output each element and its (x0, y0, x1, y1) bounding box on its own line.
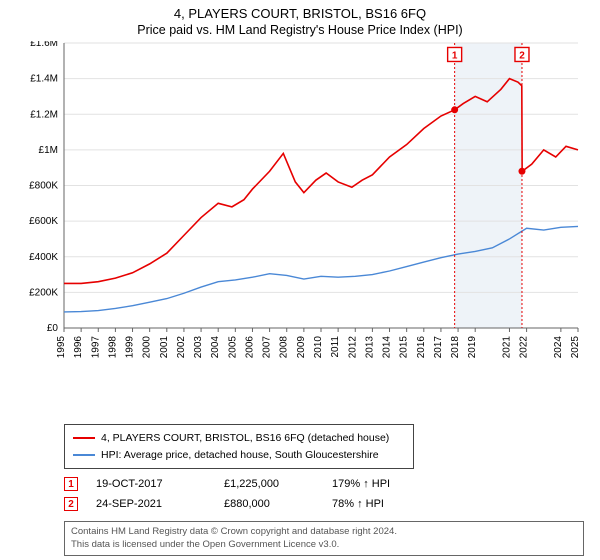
svg-text:£200K: £200K (29, 287, 58, 298)
sale-price: £880,000 (224, 498, 314, 510)
svg-text:2025: 2025 (570, 336, 581, 359)
svg-text:2014: 2014 (382, 336, 393, 359)
svg-text:2013: 2013 (364, 336, 375, 359)
legend-label: HPI: Average price, detached house, Sout… (101, 447, 379, 464)
svg-text:2018: 2018 (450, 336, 461, 359)
svg-text:£0: £0 (47, 323, 59, 334)
svg-text:£1.2M: £1.2M (30, 109, 58, 120)
legend-swatch-hpi (73, 454, 95, 456)
chart-container: 4, PLAYERS COURT, BRISTOL, BS16 6FQ Pric… (0, 0, 600, 560)
svg-text:2017: 2017 (433, 336, 444, 359)
svg-text:£400K: £400K (29, 252, 58, 263)
legend-swatch-property (73, 437, 95, 439)
sale-date: 24-SEP-2021 (96, 498, 206, 510)
svg-text:2022: 2022 (519, 336, 530, 359)
line-chart: £0 £200K £400K £600K £800K £1M £1.2M £1.4M £1.6M… (10, 41, 590, 376)
svg-text:2002: 2002 (176, 336, 187, 359)
svg-text:2012: 2012 (347, 336, 358, 359)
svg-text:2019: 2019 (467, 336, 478, 359)
sale-pct: 78% ↑ HPI (332, 498, 422, 510)
svg-text:2001: 2001 (159, 336, 170, 359)
sale-pct: 179% ↑ HPI (332, 478, 422, 490)
sales-table: 1 19-OCT-2017 £1,225,000 179% ↑ HPI 2 24… (64, 477, 590, 517)
svg-text:1997: 1997 (90, 336, 101, 359)
page-title: 4, PLAYERS COURT, BRISTOL, BS16 6FQ (10, 6, 590, 21)
sale-price: £1,225,000 (224, 478, 314, 490)
svg-text:£800K: £800K (29, 181, 58, 192)
svg-text:2010: 2010 (313, 336, 324, 359)
sale-marker-1: 1 (64, 477, 78, 491)
svg-text:2004: 2004 (210, 336, 221, 359)
legend-label: 4, PLAYERS COURT, BRISTOL, BS16 6FQ (det… (101, 430, 389, 447)
svg-text:2024: 2024 (553, 336, 564, 359)
svg-text:2000: 2000 (142, 336, 153, 359)
svg-text:2: 2 (519, 50, 525, 61)
footer-attribution: Contains HM Land Registry data © Crown c… (64, 521, 584, 556)
chart-area: £0 £200K £400K £600K £800K £1M £1.2M £1.4M £1.6M… (10, 41, 590, 418)
svg-text:2011: 2011 (330, 336, 341, 358)
svg-text:1: 1 (452, 50, 458, 61)
svg-text:£1.4M: £1.4M (30, 74, 58, 85)
svg-text:2003: 2003 (193, 336, 204, 359)
svg-text:£600K: £600K (29, 216, 58, 227)
sale-row: 1 19-OCT-2017 £1,225,000 179% ↑ HPI (64, 477, 590, 491)
svg-text:1999: 1999 (125, 336, 136, 359)
svg-text:2015: 2015 (399, 336, 410, 359)
svg-text:£1M: £1M (39, 145, 58, 156)
svg-text:2021: 2021 (501, 336, 512, 359)
svg-text:1995: 1995 (56, 336, 67, 359)
sale-row: 2 24-SEP-2021 £880,000 78% ↑ HPI (64, 497, 590, 511)
footer-line: Contains HM Land Registry data © Crown c… (71, 526, 577, 538)
svg-text:2005: 2005 (227, 336, 238, 359)
svg-text:2009: 2009 (296, 336, 307, 359)
legend-item: HPI: Average price, detached house, Sout… (73, 447, 405, 464)
svg-text:1998: 1998 (107, 336, 118, 359)
svg-text:2008: 2008 (279, 336, 290, 359)
sale-date: 19-OCT-2017 (96, 478, 206, 490)
svg-text:£1.6M: £1.6M (30, 41, 58, 49)
svg-text:2016: 2016 (416, 336, 427, 359)
svg-text:2007: 2007 (262, 336, 273, 359)
sale-marker-2: 2 (64, 497, 78, 511)
footer-line: This data is licensed under the Open Gov… (71, 539, 577, 551)
legend: 4, PLAYERS COURT, BRISTOL, BS16 6FQ (det… (64, 424, 414, 470)
page-subtitle: Price paid vs. HM Land Registry's House … (10, 23, 590, 37)
svg-text:1996: 1996 (73, 336, 84, 359)
svg-text:2006: 2006 (244, 336, 255, 359)
legend-item: 4, PLAYERS COURT, BRISTOL, BS16 6FQ (det… (73, 430, 405, 447)
